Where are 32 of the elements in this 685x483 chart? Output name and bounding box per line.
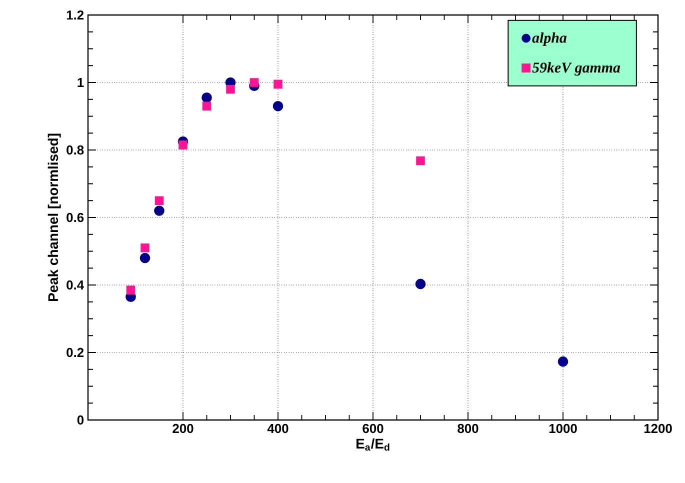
point	[274, 80, 282, 89]
x-tick-label: 400	[267, 424, 288, 434]
x-tick-label: 200	[172, 424, 194, 434]
y-tick-label: 0	[77, 415, 84, 425]
x-tick-label: 600	[362, 424, 384, 434]
point	[415, 278, 426, 290]
point	[178, 140, 188, 150]
y-axis-title: Peak channel [normlised]	[48, 134, 61, 302]
point	[416, 156, 425, 166]
point	[558, 356, 568, 367]
y-tick-label: 1	[78, 78, 84, 87]
y-tick-label: 0.4	[66, 280, 84, 290]
x-tick-label: 1000	[549, 424, 577, 434]
x-tick-label: 1200	[644, 424, 672, 434]
point	[154, 196, 164, 206]
y-tick-label: 0.6	[66, 212, 84, 222]
point	[140, 243, 150, 252]
point	[272, 100, 284, 112]
point	[126, 286, 136, 294]
legend-label: alpha	[532, 32, 567, 46]
y-tick-label: 1.2	[66, 10, 84, 20]
x-axis-title: E$_{a}$/E$_{d}$	[356, 438, 390, 451]
x-tick-label: 800	[458, 424, 478, 434]
point	[202, 92, 212, 103]
point	[226, 84, 235, 94]
point	[250, 78, 259, 87]
y-tick-label: 0.8	[66, 145, 84, 155]
legend-label: 59keV gamma	[532, 62, 620, 76]
y-tick-label: 0.2	[66, 348, 84, 358]
point	[202, 102, 212, 111]
point	[154, 206, 164, 216]
point	[140, 252, 150, 264]
